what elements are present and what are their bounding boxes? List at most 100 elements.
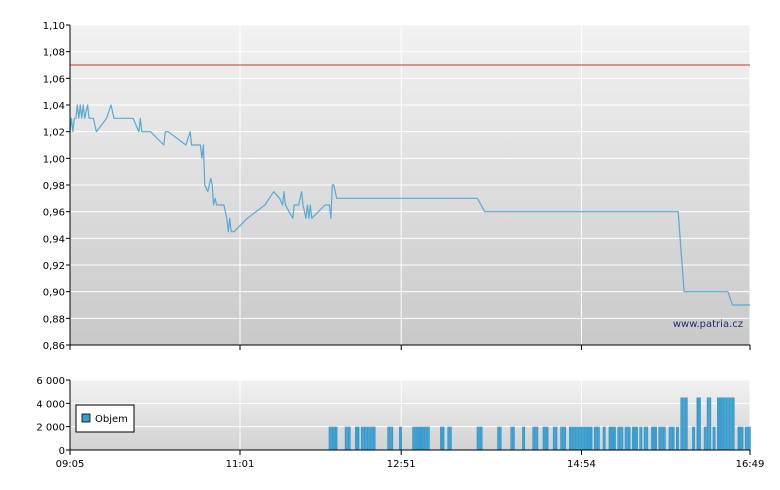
volume-bar	[733, 397, 735, 450]
volume-bar	[634, 426, 637, 450]
volume-legend: Objem	[75, 404, 135, 433]
volume-bar	[620, 426, 622, 450]
volume-bar	[513, 426, 515, 450]
volume-bar	[636, 426, 638, 450]
volume-bar	[479, 426, 482, 450]
volume-bar	[595, 426, 597, 450]
volume-bar	[357, 426, 360, 450]
volume-bar	[589, 426, 591, 450]
volume-bar	[719, 397, 722, 450]
volume-bar	[739, 426, 741, 450]
volume-y-tick-label: 2 000	[36, 423, 65, 434]
volume-bar	[717, 397, 719, 450]
volume-bar	[522, 426, 524, 450]
volume-bar	[612, 426, 615, 450]
volume-bar	[582, 426, 584, 450]
price-y-tick-label: 0,92	[43, 261, 65, 272]
volume-bar	[371, 426, 373, 450]
volume-bar	[362, 426, 364, 450]
x-tick-label: 11:01	[226, 459, 255, 470]
volume-bar	[420, 426, 423, 450]
volume-bar	[703, 426, 706, 450]
price-y-tick-label: 1,00	[43, 154, 65, 165]
volume-bar	[709, 397, 712, 450]
volume-bar	[330, 426, 332, 450]
volume-bar	[654, 426, 656, 450]
volume-bar	[532, 426, 534, 450]
legend-swatch-objem	[81, 413, 91, 423]
volume-bar	[388, 426, 391, 450]
volume-bar	[415, 426, 417, 450]
price-y-tick-label: 1,10	[43, 21, 65, 32]
price-line	[69, 104, 750, 306]
volume-bar	[590, 426, 593, 450]
volume-bar	[624, 426, 627, 450]
volume-bar	[740, 426, 742, 450]
volume-bar	[476, 426, 479, 450]
volume-bar	[419, 426, 421, 450]
volume-bar	[347, 426, 350, 450]
price-y-tick-label: 1,02	[43, 128, 65, 139]
x-tick-label: 16:49	[736, 459, 765, 470]
volume-bar	[447, 426, 449, 450]
volume-bar	[604, 426, 606, 450]
volume-bar	[335, 426, 338, 450]
volume-bar	[741, 426, 744, 450]
volume-bar	[569, 426, 571, 450]
volume-bar	[652, 426, 655, 450]
price-y-tick-label: 0,90	[43, 288, 65, 299]
volume-bar	[481, 426, 483, 450]
volume-bar	[390, 426, 392, 450]
volume-bar	[391, 426, 394, 450]
volume-bar	[737, 426, 740, 450]
volume-bar	[668, 426, 671, 450]
volume-y-tick-label: 0	[59, 446, 65, 457]
x-tick-labels: 09:05 11:01 12:51 14:54 16:49	[56, 450, 765, 470]
volume-bar	[344, 426, 347, 450]
volume-bar	[428, 426, 430, 450]
volume-bar	[725, 397, 728, 450]
volume-bar	[374, 426, 376, 450]
volume-bar	[577, 426, 580, 450]
volume-bar	[416, 426, 419, 450]
volume-bar	[536, 426, 539, 450]
volume-bar	[571, 426, 574, 450]
volume-bar	[683, 397, 685, 450]
volume-bar	[646, 426, 649, 450]
volume-bar	[510, 426, 512, 450]
volume-bar	[658, 426, 660, 450]
volume-bar	[450, 426, 452, 450]
volume-bar	[368, 426, 370, 450]
volume-bar	[588, 426, 590, 450]
volume-bar	[422, 426, 424, 450]
volume-bar	[585, 426, 587, 450]
volume-bar	[662, 426, 665, 450]
x-tick-label: 12:51	[387, 459, 416, 470]
volume-bar	[699, 397, 701, 450]
volume-bar	[677, 426, 679, 450]
volume-bar	[655, 426, 657, 450]
volume-bar	[692, 426, 694, 450]
volume-bar	[331, 426, 334, 450]
volume-bar	[355, 426, 357, 450]
volume-bar	[608, 426, 611, 450]
price-y-tick-label: 0,88	[43, 314, 65, 325]
volume-bar	[387, 426, 389, 450]
price-y-tick-label: 1,04	[43, 101, 65, 112]
volume-bar	[561, 426, 564, 450]
volume-bar	[684, 397, 687, 450]
volume-bar	[328, 426, 331, 450]
volume-bar	[610, 426, 612, 450]
volume-bar	[627, 426, 630, 450]
volume-bar	[686, 397, 688, 450]
volume-bar	[423, 426, 426, 450]
volume-bar	[349, 426, 351, 450]
volume-y-tick-labels: 6 000 4 000 2 000 0	[36, 376, 70, 457]
volume-bar	[440, 426, 442, 450]
volume-bar	[442, 426, 445, 450]
volume-bar	[681, 397, 684, 450]
volume-bar	[639, 426, 641, 450]
volume-bar	[497, 426, 499, 450]
volume-bar	[412, 426, 414, 450]
